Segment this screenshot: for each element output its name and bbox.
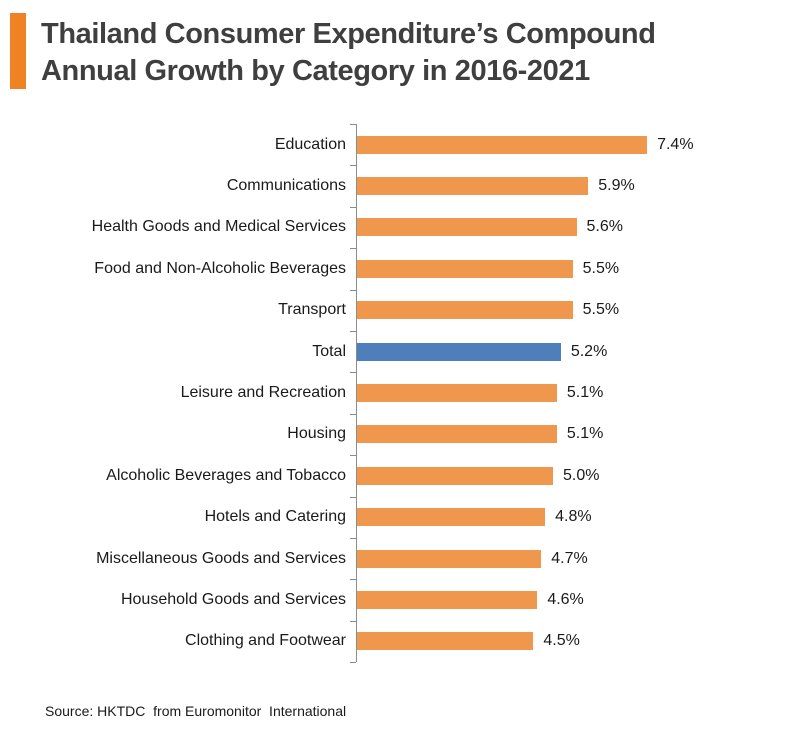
- axis-tick: [350, 165, 356, 167]
- chart-row: Alcoholic Beverages and Tobacco 5.0%: [0, 455, 800, 496]
- chart-row: Hotels and Catering 4.8%: [0, 497, 800, 538]
- bar-wrap: 7.4%: [357, 135, 694, 154]
- bar-wrap: 4.5%: [357, 632, 580, 651]
- axis-tick: [350, 455, 356, 457]
- value-label: 5.9%: [598, 177, 635, 195]
- bar: [357, 218, 577, 237]
- bar-wrap: 4.7%: [357, 549, 588, 568]
- bar-wrap: 4.8%: [357, 508, 592, 527]
- axis-tick: [350, 206, 356, 208]
- category-label: Alcoholic Beverages and Tobacco: [106, 466, 346, 484]
- bar-wrap: 5.6%: [357, 218, 623, 237]
- axis-tick: [350, 413, 356, 415]
- page-title: Thailand Consumer Expenditure’s Compound…: [41, 16, 781, 90]
- bar: [357, 425, 557, 444]
- chart-row: Leisure and Recreation 5.1%: [0, 372, 800, 413]
- chart-row: Education 7.4%: [0, 124, 800, 165]
- axis-tick: [350, 662, 356, 664]
- value-label: 4.6%: [547, 590, 584, 608]
- axis-tick: [350, 579, 356, 581]
- page-title-line1: Thailand Consumer Expenditure’s Compound: [41, 18, 656, 50]
- bar-highlight: [357, 342, 561, 361]
- bar: [357, 508, 546, 527]
- value-label: 5.2%: [570, 342, 608, 360]
- value-label: 4.8%: [555, 508, 592, 526]
- bar: [357, 135, 648, 154]
- bar: [357, 590, 538, 609]
- category-axis: [356, 124, 357, 662]
- bar-wrap: 5.1%: [357, 425, 604, 444]
- value-label: 5.5%: [582, 259, 620, 277]
- axis-tick: [350, 289, 356, 291]
- chart-row: Communications 5.9%: [0, 165, 800, 206]
- title-accent-bar: [10, 13, 26, 89]
- axis-tick: [350, 372, 356, 374]
- axis-tick: [350, 331, 356, 332]
- axis-tick: [350, 620, 356, 622]
- axis-tick: [350, 248, 356, 250]
- bar-wrap: 5.0%: [357, 466, 600, 485]
- category-label: Transport: [278, 301, 346, 319]
- category-label: Miscellaneous Goods and Services: [96, 549, 346, 567]
- bar: [357, 177, 589, 196]
- chart-row: Transport 5.5%: [0, 290, 800, 331]
- bar-wrap: 5.2%: [357, 342, 608, 361]
- bar-wrap: 5.1%: [357, 384, 604, 403]
- bar: [357, 301, 573, 320]
- chart-rows: Education 7.4% Communications 5.9% Health Go…: [0, 124, 800, 662]
- bar-wrap: 5.9%: [357, 177, 635, 196]
- chart-row: Miscellaneous Goods and Services 4.7%: [0, 538, 800, 579]
- value-label: 4.5%: [543, 632, 580, 650]
- chart-row: Total 5.2%: [0, 331, 800, 372]
- chart-row: Housing 5.1%: [0, 414, 800, 455]
- bar: [357, 259, 573, 278]
- value-label: 5.6%: [586, 218, 623, 236]
- category-label: Clothing and Footwear: [185, 632, 346, 650]
- value-label: 5.1%: [566, 384, 604, 402]
- category-label: Education: [274, 135, 346, 153]
- category-label: Food and Non-Alcoholic Beverages: [94, 259, 346, 277]
- bar: [357, 466, 553, 485]
- category-label: Housing: [287, 425, 346, 443]
- chart-row: Household Goods and Services 4.6%: [0, 579, 800, 620]
- bar: [357, 384, 557, 403]
- value-label: 5.5%: [582, 301, 620, 319]
- value-label: 7.4%: [657, 135, 694, 153]
- value-label: 5.1%: [566, 425, 604, 443]
- chart-row: Food and Non-Alcoholic Beverages 5.5%: [0, 248, 800, 289]
- category-label: Health Goods and Medical Services: [91, 218, 346, 236]
- category-label: Communications: [226, 177, 346, 195]
- bar-wrap: 5.5%: [357, 301, 620, 320]
- category-label: Hotels and Catering: [204, 508, 346, 526]
- page-title-line2: Annual Growth by Category in 2016-2021: [41, 55, 590, 87]
- category-label: Leisure and Recreation: [180, 384, 346, 402]
- bar-wrap: 4.6%: [357, 590, 584, 609]
- bar-wrap: 5.5%: [357, 259, 620, 278]
- axis-tick: [350, 124, 356, 125]
- bar-chart: Education 7.4% Communications 5.9% Health Go…: [0, 124, 800, 662]
- value-label: 4.7%: [551, 549, 588, 567]
- category-label: Household Goods and Services: [120, 590, 346, 608]
- bar: [357, 632, 534, 651]
- source-note: Source: HKTDC from Euromonitor Internati…: [45, 703, 347, 719]
- axis-tick: [350, 496, 356, 498]
- bar: [357, 549, 542, 568]
- category-label: Total: [312, 342, 346, 360]
- chart-row: Health Goods and Medical Services 5.6%: [0, 207, 800, 248]
- axis-tick: [350, 538, 356, 539]
- chart-row: Clothing and Footwear 4.5%: [0, 621, 800, 662]
- value-label: 5.0%: [563, 466, 600, 484]
